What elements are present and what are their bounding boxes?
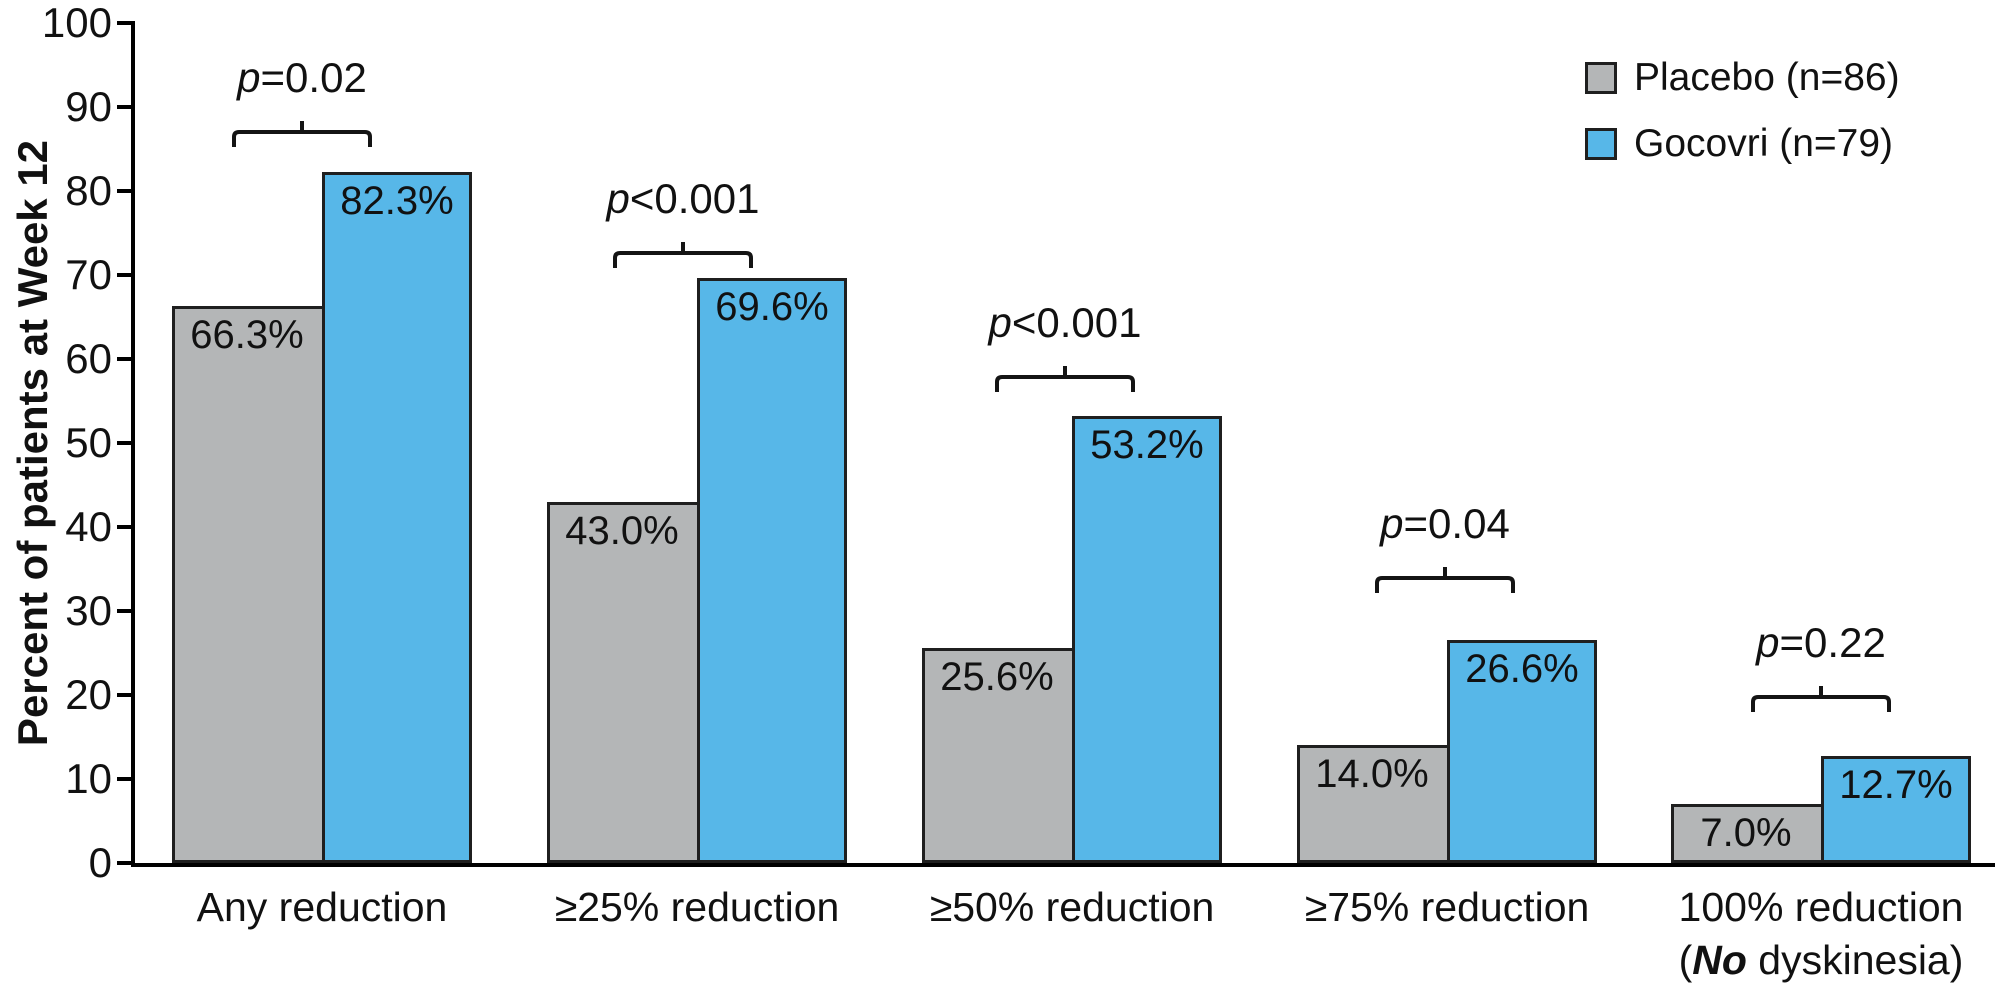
bar-value-label: 53.2% — [1090, 423, 1204, 468]
bar-gocovri-4 — [1821, 756, 1971, 863]
bar-placebo-2 — [922, 647, 1072, 863]
significance-bracket — [232, 121, 372, 147]
bar-value-label: 69.6% — [715, 285, 829, 330]
y-tick-mark — [117, 693, 131, 697]
y-tick-label: 80 — [65, 167, 112, 214]
legend-label: Placebo (n=86) — [1634, 56, 1900, 99]
significance-bracket — [1751, 686, 1891, 712]
y-tick-mark — [117, 105, 131, 109]
x-category-label: ≥25% reduction — [477, 881, 917, 934]
p-value-label: p<0.001 — [606, 175, 760, 222]
legend-label: Gocovri (n=79) — [1634, 122, 1894, 165]
bar-value-label: 43.0% — [565, 508, 679, 553]
y-tick-label: 10 — [65, 755, 112, 802]
x-category-label: ≥75% reduction — [1227, 881, 1667, 934]
x-category-label-line1: 100% reduction — [1678, 884, 1964, 930]
p-value-label: p<0.001 — [988, 299, 1142, 346]
x-category-label: 100% reduction (No dyskinesia) — [1601, 881, 2008, 985]
y-tick-mark — [117, 189, 131, 193]
bar-gocovri-2 — [1072, 416, 1222, 863]
y-tick-mark — [117, 861, 131, 865]
x-category-label-line1: ≥25% reduction — [554, 884, 840, 930]
y-axis-line — [131, 21, 135, 867]
bar-value-label: 12.7% — [1839, 763, 1953, 808]
y-tick-mark — [117, 525, 131, 529]
bar-value-label: 82.3% — [340, 178, 454, 223]
bar-placebo-1 — [547, 501, 697, 863]
p-value-label: p=0.22 — [1756, 619, 1886, 666]
y-tick-label: 40 — [65, 503, 112, 550]
significance-bracket — [613, 242, 753, 268]
bar-value-label: 14.0% — [1315, 752, 1429, 797]
y-tick-label: 90 — [65, 83, 112, 130]
y-tick-label: 20 — [65, 671, 112, 718]
x-category-label: ≥50% reduction — [852, 881, 1292, 934]
y-tick-mark — [117, 273, 131, 277]
y-tick-label: 60 — [65, 335, 112, 382]
legend-item-placebo: Placebo (n=86) — [1585, 58, 1900, 98]
y-tick-mark — [117, 357, 131, 361]
y-tick-mark — [117, 777, 131, 781]
y-tick-mark — [117, 441, 131, 445]
x-category-label-line1: ≥50% reduction — [929, 884, 1215, 930]
bar-placebo-0 — [172, 306, 322, 863]
y-tick-label: 70 — [65, 251, 112, 298]
x-axis-line — [131, 863, 1995, 867]
gocovri-swatch-icon — [1585, 128, 1617, 160]
placebo-swatch-icon — [1585, 62, 1617, 94]
bar-gocovri-3 — [1447, 639, 1597, 863]
bar-value-label: 25.6% — [940, 654, 1054, 699]
y-tick-mark — [117, 21, 131, 25]
p-value-label: p=0.02 — [237, 54, 367, 101]
x-category-label-line2: (No dyskinesia) — [1678, 937, 1964, 983]
p-value-label: p=0.04 — [1380, 500, 1510, 547]
significance-bracket — [995, 366, 1135, 392]
bar-gocovri-1 — [697, 278, 847, 863]
bar-gocovri-0 — [322, 171, 472, 863]
y-tick-mark — [117, 609, 131, 613]
y-tick-label: 50 — [65, 419, 112, 466]
x-category-label: Any reduction — [102, 881, 542, 934]
bar-placebo-3 — [1297, 745, 1447, 863]
legend-item-gocovri: Gocovri (n=79) — [1585, 124, 1900, 164]
y-tick-label: 30 — [65, 587, 112, 634]
x-category-label-line1: ≥75% reduction — [1304, 884, 1590, 930]
x-category-label-line1: Any reduction — [196, 884, 448, 930]
y-tick-label: 100 — [41, 0, 112, 46]
bar-placebo-4 — [1671, 804, 1821, 863]
bar-value-label: 66.3% — [190, 313, 304, 358]
legend: Placebo (n=86) Gocovri (n=79) — [1585, 58, 1900, 190]
significance-bracket — [1375, 567, 1515, 593]
y-tick-label: 0 — [88, 839, 112, 886]
bar-value-label: 26.6% — [1465, 646, 1579, 691]
bar-value-label: 7.0% — [1700, 811, 1792, 856]
